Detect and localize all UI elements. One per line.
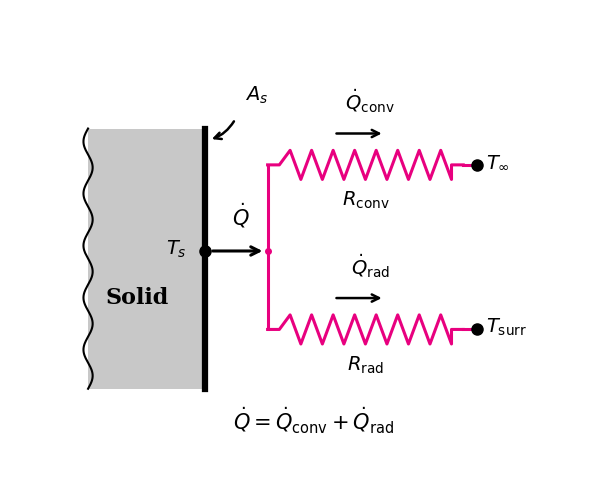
Text: $\dot{Q}_{\mathrm{conv}}$: $\dot{Q}_{\mathrm{conv}}$: [345, 87, 395, 115]
Text: $T_{\infty}$: $T_{\infty}$: [486, 154, 510, 172]
Text: $\dot{Q}_{\mathrm{rad}}$: $\dot{Q}_{\mathrm{rad}}$: [350, 252, 390, 280]
Text: $\dot{Q}$: $\dot{Q}$: [232, 201, 250, 230]
Text: Solid: Solid: [106, 287, 169, 309]
Text: $T_{\mathrm{surr}}$: $T_{\mathrm{surr}}$: [486, 317, 527, 338]
Text: $T_s$: $T_s$: [166, 239, 187, 260]
Text: $R_{\mathrm{rad}}$: $R_{\mathrm{rad}}$: [347, 354, 384, 376]
Text: $\dot{Q} = \dot{Q}_{\mathrm{conv}} + \dot{Q}_{\mathrm{rad}}$: $\dot{Q} = \dot{Q}_{\mathrm{conv}} + \do…: [233, 406, 394, 436]
Text: $A_s$: $A_s$: [245, 84, 268, 105]
Bar: [88, 129, 206, 389]
Text: $R_{\mathrm{conv}}$: $R_{\mathrm{conv}}$: [342, 190, 389, 211]
